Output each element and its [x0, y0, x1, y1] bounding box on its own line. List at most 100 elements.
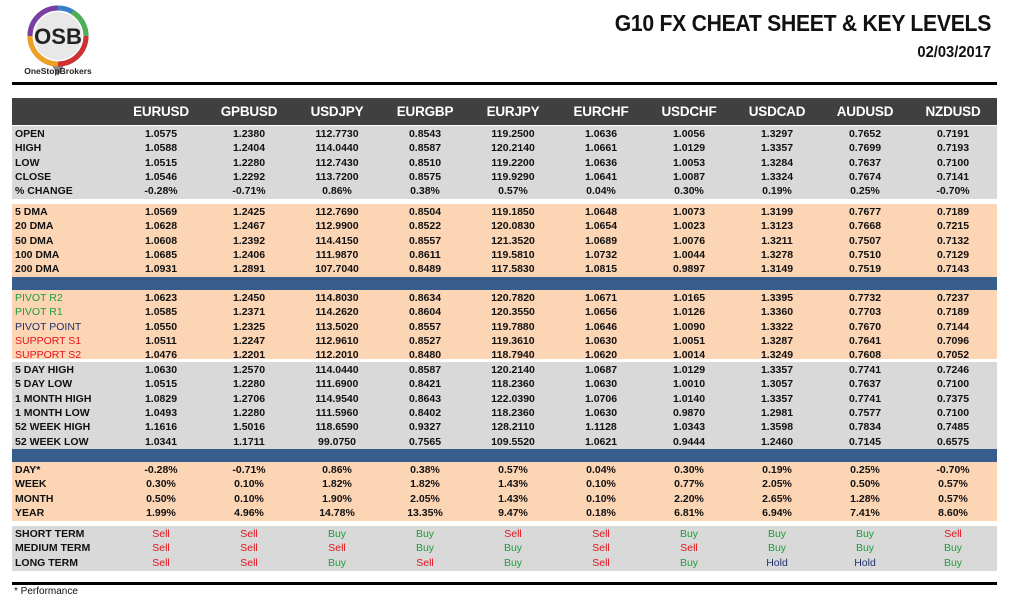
cell-value: 0.9870 — [672, 406, 706, 419]
cell-value: 0.10% — [586, 478, 616, 491]
table-row: 52 WEEK HIGH 1.1616 1.5016 118.6590 0.9327 12… — [12, 420, 997, 434]
signal-sell: Sell — [592, 556, 610, 569]
cell-value: 109.5520 — [491, 435, 535, 448]
cell-value: 0.8557 — [408, 234, 442, 247]
cell-value: 0.7608 — [848, 349, 882, 362]
cell-value: 119.1850 — [491, 206, 535, 218]
row-label: WEEK — [15, 478, 47, 491]
table-section: DAY* -0.28% -0.71% 0.86% 0.38% 0.57% 0.04% 0.30… — [12, 462, 997, 521]
table-row: 1 MONTH HIGH 1.0829 1.2706 114.9540 0.8643 12… — [12, 392, 997, 406]
table-row: 5 DMA 1.0569 1.2425 112.7690 0.8504 119.1850 1… — [12, 205, 997, 219]
cell-value: 0.7191 — [936, 128, 970, 140]
signal-sell: Sell — [152, 556, 170, 569]
table-section: OPEN 1.0575 1.2380 112.7730 0.8543 119.2500 1.… — [12, 126, 997, 199]
cell-value: 1.28% — [850, 492, 880, 505]
cell-value: 0.8643 — [408, 392, 442, 405]
cell-value: 0.57% — [938, 478, 968, 491]
row-label: LOW — [15, 156, 40, 169]
cell-value: 1.3249 — [760, 349, 794, 362]
signal-sell: Sell — [328, 542, 346, 555]
cell-value: 1.0621 — [584, 435, 618, 448]
cell-value: 0.7507 — [848, 234, 882, 247]
cell-value: 1.0623 — [144, 292, 178, 304]
table-header: EURUSD GPBUSD USDJPY EURGBP EURJPY EURCHF USDC… — [12, 98, 997, 125]
cell-value: 1.0608 — [144, 234, 178, 247]
top-divider — [12, 82, 997, 85]
cell-value: 1.0630 — [584, 334, 618, 347]
cell-value: 14.78% — [319, 506, 355, 519]
cell-value: 1.0343 — [672, 421, 706, 434]
cell-value: 4.96% — [234, 506, 264, 519]
cell-value: 1.0671 — [584, 292, 618, 304]
cell-value: 1.2392 — [232, 234, 266, 247]
table-row: LONG TERM Sell Sell Buy Sell Buy Sell Buy Hold Ho… — [12, 556, 997, 570]
row-label: SUPPORT S2 — [15, 349, 82, 362]
row-label: HIGH — [15, 142, 42, 155]
cell-value: 114.0440 — [315, 142, 359, 155]
cell-value: 1.2325 — [232, 320, 266, 333]
cell-value: -0.71% — [232, 464, 266, 476]
signal-sell: Sell — [592, 542, 610, 555]
cell-value: 0.7129 — [936, 248, 970, 261]
cell-value: 1.0585 — [144, 306, 178, 319]
signal-sell: Sell — [240, 556, 258, 569]
cell-value: 1.43% — [498, 492, 528, 505]
cell-value: 0.38% — [410, 185, 440, 198]
cell-value: 1.2570 — [232, 364, 266, 376]
cell-value: 120.0830 — [491, 220, 535, 233]
column-header-usdcad: USDCAD — [748, 104, 806, 119]
table-row: CLOSE 1.0546 1.2292 113.7200 0.8575 119.9290 1… — [12, 170, 997, 184]
signal-buy: Buy — [943, 556, 963, 569]
cell-value: 0.30% — [674, 464, 704, 476]
row-label: 100 DMA — [15, 248, 60, 261]
cell-value: 112.7690 — [315, 206, 359, 218]
cell-value: 7.41% — [850, 506, 880, 519]
row-label: SHORT TERM — [15, 528, 85, 540]
row-label: 5 DAY HIGH — [15, 364, 74, 376]
cell-value: 111.5960 — [315, 406, 359, 419]
cell-value: 0.8575 — [408, 170, 442, 183]
table-row: MEDIUM TERM Sell Sell Sell Buy Buy Sell Sell Buy… — [12, 541, 997, 555]
cell-value: 114.9540 — [315, 392, 359, 405]
cell-value: 0.7577 — [848, 406, 882, 419]
cell-value: 111.6900 — [315, 378, 359, 391]
table-row: YEAR 1.99% 4.96% 14.78% 13.35% 9.47% 0.18% 6.81… — [12, 506, 997, 520]
cell-value: 1.3057 — [760, 378, 794, 391]
row-label: 20 DMA — [15, 220, 54, 233]
cell-value: 118.7940 — [491, 349, 535, 362]
cell-value: 1.3211 — [761, 234, 793, 247]
cell-value: 0.8489 — [408, 263, 442, 276]
table-section: SHORT TERM Sell Sell Buy Buy Sell Sell Buy Buy Bu… — [12, 526, 997, 571]
signal-hold: Hold — [854, 556, 876, 569]
cell-value: 2.65% — [762, 492, 792, 505]
signal-buy: Buy — [415, 528, 435, 540]
cell-value: 1.2981 — [760, 406, 794, 419]
cell-value: 1.1128 — [585, 421, 617, 434]
cell-value: 1.0689 — [584, 234, 618, 247]
column-header-usdchf: USDCHF — [661, 104, 717, 119]
cell-value: 0.10% — [586, 492, 616, 505]
cell-value: 0.7144 — [936, 320, 970, 333]
section-separator — [12, 449, 997, 462]
cell-value: 1.0493 — [144, 406, 178, 419]
cell-value: 1.0630 — [584, 378, 618, 391]
cell-value: 1.0685 — [144, 248, 178, 261]
cell-value: 1.3598 — [760, 421, 794, 434]
cell-value: 9.47% — [498, 506, 528, 519]
cell-value: 1.2280 — [232, 378, 266, 391]
signal-buy: Buy — [943, 542, 963, 555]
cell-value: 1.0341 — [144, 435, 178, 448]
cell-value: 1.0511 — [145, 334, 177, 347]
cell-value: 6.81% — [674, 506, 704, 519]
cell-value: 0.30% — [146, 478, 176, 491]
row-label: PIVOT POINT — [15, 320, 82, 333]
cell-value: 1.2371 — [232, 306, 266, 319]
cell-value: 0.7189 — [936, 306, 970, 319]
cell-value: 120.2140 — [491, 142, 535, 155]
cell-value: 0.8522 — [408, 220, 442, 233]
cell-value: 0.7100 — [936, 378, 970, 391]
cell-value: 1.3357 — [760, 142, 794, 155]
cell-value: 0.7741 — [848, 364, 882, 376]
cell-value: 1.0687 — [584, 364, 618, 376]
signal-sell: Sell — [416, 556, 434, 569]
